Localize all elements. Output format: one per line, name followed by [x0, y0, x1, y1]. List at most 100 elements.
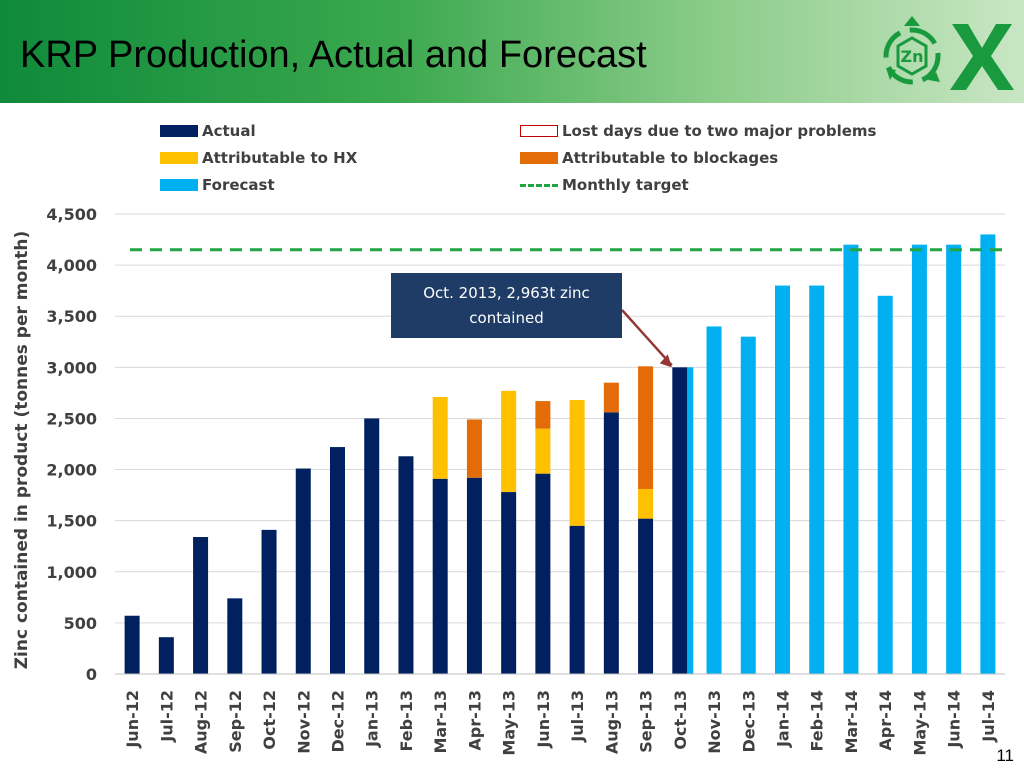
callout-text: Oct. 2013, 2,963t zinc contained [423, 283, 590, 327]
bar-actual [535, 473, 551, 674]
y-tick-label: 1,000 [46, 563, 97, 582]
x-tick-label: Aug-12 [192, 690, 211, 754]
x-tick-label: Dec-13 [739, 690, 758, 753]
x-tick-label: Mar-13 [431, 690, 450, 754]
callout-arrow-group [621, 309, 673, 368]
y-tick-label: 2,000 [46, 461, 97, 480]
legend-label-blockages: Attributable to blockages [562, 149, 779, 167]
y-axis-label: Zinc contained in product (tonnes per mo… [12, 231, 32, 670]
zinc-ox-logo: Zn [883, 16, 1014, 90]
y-axis: 0 500 1,000 1,500 2,000 2,500 3,000 3,500 4,000 4… [46, 205, 97, 684]
logo-text: Zn [901, 47, 924, 66]
bar-actual [603, 412, 619, 674]
y-tick-label: 0 [86, 665, 97, 684]
bar-hx [535, 428, 551, 474]
x-tick-label: Jun-14 [945, 690, 964, 749]
y-tick-label: 1,500 [46, 512, 97, 531]
bar-blockages [535, 401, 551, 429]
x-tick-label: Sep-12 [226, 690, 245, 753]
x-tick-label: May-13 [500, 690, 519, 756]
bar-forecast [775, 285, 790, 674]
y-tick-label: 3,500 [46, 307, 97, 326]
x-tick-label: Jul-13 [568, 690, 587, 743]
bar-actual [124, 615, 140, 674]
legend-hx: Attributable to HX [160, 148, 357, 168]
callout-arrowhead [659, 354, 672, 368]
bar-actual [261, 529, 277, 674]
bar-actual [432, 478, 448, 674]
x-tick-label: Dec-12 [329, 690, 348, 753]
legend-lost-days: Lost days due to two major problems [520, 121, 876, 141]
bar-forecast [946, 244, 962, 674]
bar-actual [466, 477, 482, 674]
bar-blockages [603, 382, 619, 413]
bar-hx [501, 390, 517, 493]
x-tick-label: Mar-14 [842, 690, 861, 754]
legend-label-hx: Attributable to HX [202, 149, 358, 167]
y-tick-label: 2,500 [46, 409, 97, 428]
legend-swatch-target [520, 183, 558, 187]
x-tick-label: Oct-12 [260, 690, 279, 750]
bar-actual [193, 537, 209, 674]
legend-actual: Actual [160, 121, 256, 141]
x-tick-label: Feb-14 [808, 690, 827, 752]
x-tick-label: Jan-13 [363, 690, 382, 748]
bar-actual [364, 418, 380, 674]
x-tick-label: Oct-13 [671, 690, 690, 750]
bar-forecast [911, 244, 927, 674]
x-axis: Jun-12 Jul-12 Aug-12 Sep-12 Oct-12 Nov-12 Dec-… [115, 673, 1005, 756]
x-tick-label: Apr-13 [465, 690, 484, 751]
legend-label-lost-days: Lost days due to two major problems [562, 122, 877, 140]
callout-box: Oct. 2013, 2,963t zinc contained [391, 273, 622, 338]
slide-header: KRP Production, Actual and Forecast Zn [0, 0, 1024, 103]
bar-forecast [706, 326, 722, 674]
slide-title: KRP Production, Actual and Forecast [20, 34, 647, 76]
x-tick-label: Nov-13 [705, 690, 724, 754]
bar-hx [638, 488, 654, 519]
x-tick-label: Jan-14 [774, 690, 793, 748]
bar-hx [432, 396, 448, 479]
x-tick-label: Jun-13 [534, 690, 553, 749]
x-tick-label: Jun-12 [123, 690, 142, 749]
page-number: 11 [996, 746, 1014, 765]
y-tick-label: 4,500 [46, 205, 97, 224]
bar-hx [569, 400, 585, 526]
legend-label-forecast: Forecast [202, 176, 275, 194]
bar-actual [398, 456, 414, 674]
bar-blockages [638, 366, 654, 489]
bars [124, 234, 996, 674]
bar-actual [227, 598, 243, 674]
legend-forecast: Forecast [160, 175, 275, 195]
legend-label-actual: Actual [202, 122, 256, 140]
bar-actual [638, 518, 654, 674]
bar-blockages [466, 419, 482, 478]
legend-swatch-forecast [160, 179, 198, 191]
x-tick-label: Sep-13 [637, 690, 656, 753]
bar-forecast [687, 367, 694, 674]
x-tick-label: Jul-12 [157, 690, 176, 743]
bar-actual [569, 525, 585, 674]
bar-actual [501, 492, 517, 674]
legend-swatch-blockages [520, 152, 558, 164]
x-tick-label: Feb-13 [397, 690, 416, 752]
bar-forecast [740, 336, 756, 674]
legend-swatch-hx [160, 152, 198, 164]
legend-swatch-lost-days [520, 125, 558, 137]
y-tick-label: 500 [64, 614, 97, 633]
legend-label-target: Monthly target [562, 176, 689, 194]
bar-forecast [877, 295, 893, 674]
bar-forecast [980, 234, 996, 674]
x-tick-label: Nov-12 [294, 690, 313, 754]
x-tick-label: Jul-14 [979, 690, 998, 743]
bar-actual [295, 468, 311, 674]
y-tick-label: 4,000 [46, 256, 97, 275]
bar-actual [330, 447, 345, 674]
x-tick-label: Apr-14 [876, 690, 895, 751]
legend-swatch-actual [160, 125, 198, 137]
x-tick-label: Aug-13 [602, 690, 621, 754]
y-tick-label: 3,000 [46, 358, 97, 377]
x-tick-label: May-14 [910, 690, 929, 756]
legend-target: Monthly target [520, 175, 689, 195]
bar-forecast [843, 244, 859, 674]
